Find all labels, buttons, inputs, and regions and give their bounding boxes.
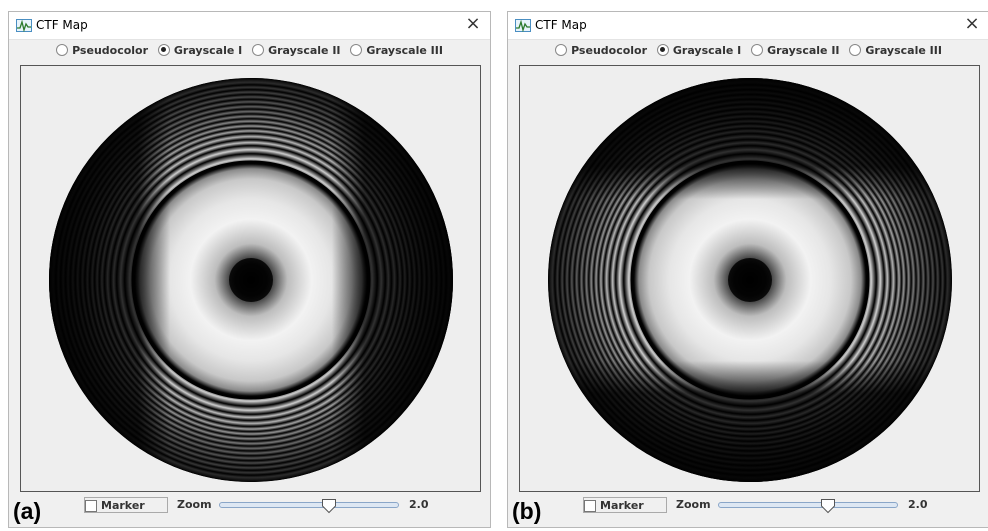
bottom-toolbar: (a) Marker Zoom 2.0: [9, 495, 490, 525]
ctf-map-window-b: CTF Map × Pseudocolor Grayscale I Graysc…: [507, 11, 988, 528]
ctf-map-window-a: CTF Map × Pseudocolor Grayscale I Graysc…: [8, 11, 491, 528]
radio-pseudocolor[interactable]: Pseudocolor: [555, 43, 648, 57]
ctf-map-app-icon: [16, 19, 32, 32]
slider-thumb-icon[interactable]: [321, 498, 337, 514]
marker-checkbox[interactable]: Marker: [84, 497, 168, 513]
radio-grayscale-2[interactable]: Grayscale II: [252, 43, 341, 57]
radio-label: Grayscale I: [173, 43, 243, 57]
zoom-value: 2.0: [908, 498, 928, 511]
marker-label: Marker: [101, 499, 145, 512]
radio-label: Grayscale III: [865, 43, 942, 57]
zoom-label: Zoom: [177, 498, 212, 511]
radio-button-selected-icon: [656, 43, 669, 56]
radio-pseudocolor[interactable]: Pseudocolor: [56, 43, 149, 57]
radio-label: Grayscale I: [672, 43, 742, 57]
ctf-map-panel: [519, 65, 980, 492]
window-title: CTF Map: [36, 18, 88, 32]
window-title: CTF Map: [535, 18, 587, 32]
close-icon[interactable]: ×: [964, 13, 980, 34]
radio-label: Grayscale II: [268, 43, 341, 57]
title-bar: CTF Map ×: [508, 12, 988, 40]
radio-label: Pseudocolor: [571, 43, 648, 57]
display-mode-selector: Pseudocolor Grayscale I Grayscale II Gra…: [9, 43, 490, 61]
ctf-map-app-icon: [515, 19, 531, 32]
ctf-map-image: [49, 78, 453, 482]
radio-grayscale-2[interactable]: Grayscale II: [751, 43, 840, 57]
radio-label: Grayscale II: [767, 43, 840, 57]
zoom-slider[interactable]: [219, 498, 399, 514]
radio-label: Pseudocolor: [72, 43, 149, 57]
radio-button-icon: [56, 43, 69, 56]
radio-button-icon: [252, 43, 265, 56]
radio-grayscale-3[interactable]: Grayscale III: [849, 43, 942, 57]
slider-track[interactable]: [219, 502, 399, 508]
radio-button-icon: [350, 43, 363, 56]
radio-grayscale-3[interactable]: Grayscale III: [350, 43, 443, 57]
zoom-value: 2.0: [409, 498, 429, 511]
slider-thumb-icon[interactable]: [820, 498, 836, 514]
radio-button-icon: [555, 43, 568, 56]
panel-letter: (b): [512, 498, 542, 524]
close-icon[interactable]: ×: [465, 13, 481, 34]
radio-button-icon: [849, 43, 862, 56]
radio-grayscale-1[interactable]: Grayscale I: [157, 43, 243, 57]
radio-label: Grayscale III: [366, 43, 443, 57]
ctf-map-panel: [20, 65, 481, 492]
radio-grayscale-1[interactable]: Grayscale I: [656, 43, 742, 57]
zoom-slider[interactable]: [718, 498, 898, 514]
title-bar: CTF Map ×: [9, 12, 490, 40]
slider-track[interactable]: [718, 502, 898, 508]
panel-letter: (a): [13, 498, 42, 524]
marker-label: Marker: [600, 499, 644, 512]
radio-button-icon: [751, 43, 764, 56]
radio-button-selected-icon: [157, 43, 170, 56]
ctf-map-image: [548, 78, 952, 482]
zoom-label: Zoom: [676, 498, 711, 511]
checkbox-icon[interactable]: [584, 500, 596, 512]
checkbox-icon[interactable]: [85, 500, 97, 512]
display-mode-selector: Pseudocolor Grayscale I Grayscale II Gra…: [508, 43, 988, 61]
bottom-toolbar: (b) Marker Zoom 2.0: [508, 495, 988, 525]
marker-checkbox[interactable]: Marker: [583, 497, 667, 513]
